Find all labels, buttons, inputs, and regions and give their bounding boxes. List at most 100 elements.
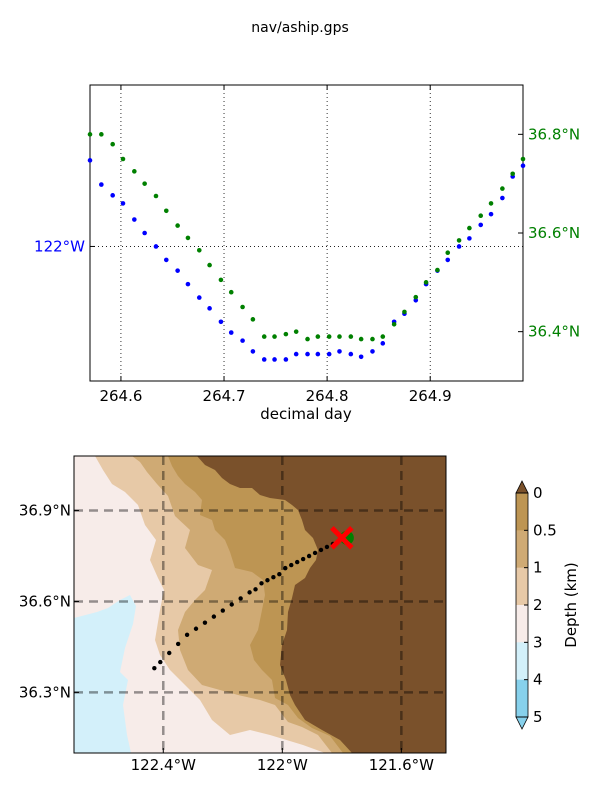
longitude-point [142,230,147,236]
track-point [324,544,330,550]
colorbar-extend-top [515,480,529,494]
longitude-point [218,319,224,325]
top-plot-frame [89,84,524,382]
latitude-point [488,201,494,206]
depth-colorbar: 0 0.5 1 2 3 4 5 Depth (km) [515,480,580,730]
top-x-tick-label: 264.8 [306,387,349,405]
longitude-point [185,281,191,287]
latitude-point [207,262,212,268]
map-frame [73,455,447,754]
longitude-point [456,244,462,249]
latitude-point [413,294,419,300]
track-point [283,565,288,571]
latitude-point [315,334,321,339]
right-y-tick-label: 36.8°N [528,125,580,143]
latitude-point [250,317,256,322]
track-point [202,620,208,625]
track-point [184,632,190,638]
longitude-point [110,193,115,198]
longitude-point [305,351,310,357]
track-point [253,587,258,592]
latitude-point [110,141,115,147]
track-point [229,602,234,607]
longitude-point [120,201,126,206]
colorbar-tick-label: 3 [533,633,543,651]
longitude-point [99,182,104,187]
top-plot-xlabel: decimal day [260,405,352,423]
latitude-point [185,235,191,241]
latitude-point [293,329,299,334]
latitude-point [380,334,386,339]
longitude-point [87,158,93,163]
latitude-point [272,334,277,339]
track-point [306,553,312,559]
track-point [211,614,217,619]
colorbar-segment [516,530,528,569]
latitude-point [520,156,526,162]
top-plot-series [87,132,526,362]
colorbar-label: Depth (km) [562,562,580,647]
latitude-point [423,280,429,285]
track-point [152,665,157,671]
latitude-point [240,304,245,310]
top-x-tick-label: 264.7 [203,387,246,405]
colorbar-segment [516,567,528,606]
top-x-tick-label: 264.6 [99,387,142,405]
figure-title: nav/aship.gps [251,20,349,36]
longitude-point [467,236,472,241]
latitude-point [305,336,310,342]
track-point [295,559,300,565]
longitude-point [370,349,375,354]
track-point [247,590,252,595]
right-y-tick-label: 36.6°N [528,224,580,242]
colorbar-tick-label: 2 [533,596,543,614]
longitude-point [293,351,299,357]
latitude-point [175,223,180,228]
track-point [289,562,294,568]
longitude-point [358,354,364,360]
map-y-ticks: 36.3°N 36.6°N 36.9°N [19,502,79,701]
top-plot: 264.6 264.7 264.8 264.9 122°W 36.4°N36.6°N3… [34,84,580,423]
colorbar-segment [516,605,528,643]
track-point [175,641,181,647]
latitude-point [87,132,93,137]
latitude-point [163,208,169,214]
longitude-point [175,268,180,273]
latitude-point [467,225,472,231]
longitude-point [228,330,234,335]
latitude-point [153,193,159,199]
track-point [312,550,318,556]
track-point [238,596,243,601]
latitude-point [196,247,202,253]
longitude-point [445,257,451,263]
longitude-point [207,306,212,311]
map-y-tick-label: 36.6°N [19,592,71,610]
map-y-tick-label: 36.9°N [19,502,71,520]
land-area [197,456,446,753]
latitude-point [510,171,515,177]
longitude-point [500,195,505,201]
colorbar-tick-label: 5 [533,708,543,726]
map-grid [74,456,446,753]
longitude-point [250,349,256,354]
latitude-point [228,289,234,295]
latitude-point [370,336,375,342]
track-point [300,556,306,562]
track-markers [330,526,354,550]
colorbar-tick-label: 1 [533,559,543,577]
top-x-tick-label: 264.9 [409,387,452,405]
longitude-point [520,163,526,169]
longitude-point [196,295,202,300]
latitude-point [358,336,364,342]
left-y-tick-label: 122°W [34,237,85,255]
latitude-point [478,213,484,219]
track-point [259,581,264,586]
top-plot-grid [90,85,523,381]
longitude-point [337,349,342,354]
map-x-tick-label: 121.6°W [369,756,434,774]
track-point [167,650,172,656]
longitude-point [283,357,289,362]
longitude-point [348,351,354,357]
top-plot-right-ticks: 36.4°N 36.6°N 36.8°N [518,125,580,341]
